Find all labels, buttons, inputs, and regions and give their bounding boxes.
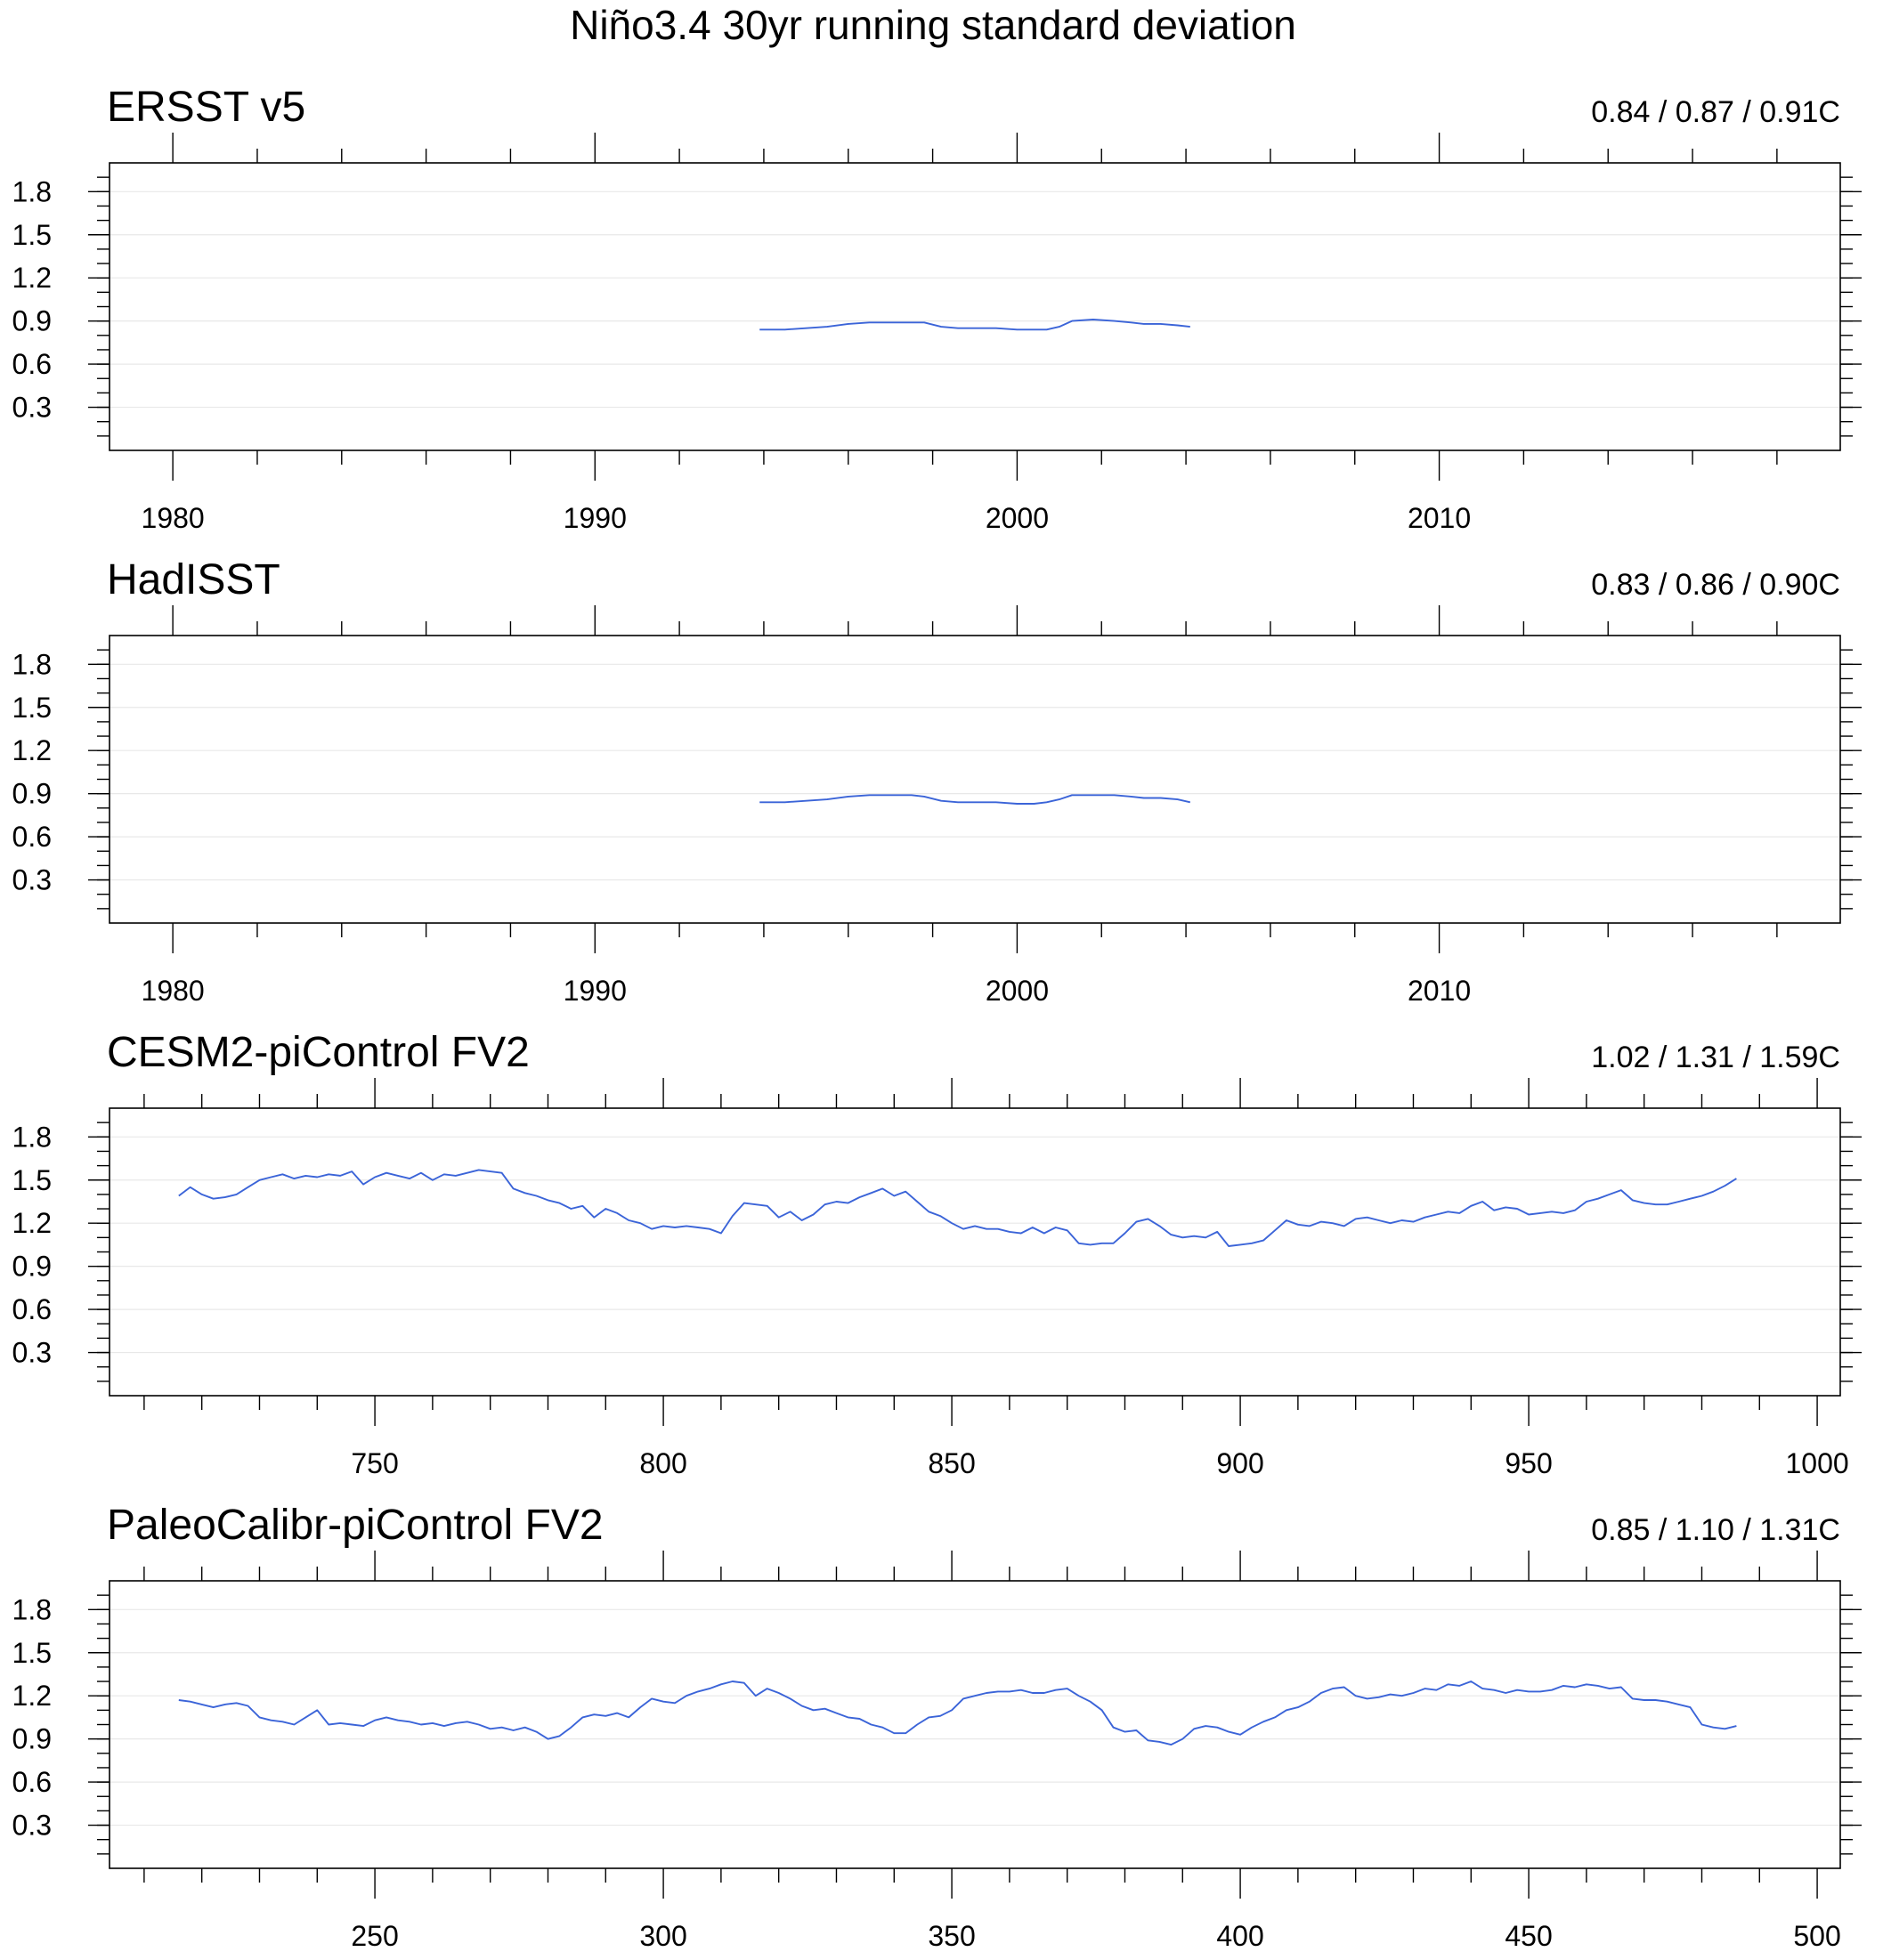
panels: ERSST v5 0.84 / 0.87 / 0.91C 0.3 0.6 0.9 1.2 1… — [12, 84, 1862, 1952]
y-tick-label: 1.5 — [12, 219, 52, 251]
x-tick-label: 2000 — [986, 975, 1049, 1007]
x-tick-label: 300 — [639, 1920, 686, 1952]
panel-stats: 0.84 / 0.87 / 0.91C — [1591, 95, 1840, 129]
plot-frame — [109, 1580, 1841, 1869]
y-tick-label: 1.8 — [12, 1593, 52, 1625]
chart-panel: PaleoCalibr-piControl FV2 0.85 / 1.10 / 1… — [12, 1502, 1862, 1952]
x-tick-label: 1980 — [142, 502, 205, 534]
x-tick-label: 1990 — [564, 502, 627, 534]
x-tick-label: 250 — [351, 1920, 398, 1952]
panel-title: PaleoCalibr-piControl FV2 — [107, 1502, 604, 1549]
figure-title: Niño3.4 30yr running standard deviation — [570, 2, 1296, 48]
x-tick-label: 950 — [1505, 1447, 1552, 1479]
y-tick-label: 1.8 — [12, 1121, 52, 1153]
y-tick-label: 1.5 — [12, 1637, 52, 1669]
x-tick-label: 850 — [928, 1447, 975, 1479]
x-tick-label: 2000 — [986, 502, 1049, 534]
y-tick-label: 1.2 — [12, 734, 52, 766]
y-tick-label: 0.9 — [12, 1723, 52, 1755]
series-line — [759, 794, 1191, 805]
y-tick-label: 0.3 — [12, 1337, 52, 1369]
x-tick-label: 800 — [639, 1447, 686, 1479]
x-tick-label: 2010 — [1408, 975, 1471, 1007]
panel-title: CESM2-piControl FV2 — [107, 1029, 530, 1076]
y-tick-label: 1.5 — [12, 1164, 52, 1196]
chart-panel: CESM2-piControl FV2 1.02 / 1.31 / 1.59C 0.… — [12, 1029, 1862, 1479]
x-tick-label: 1980 — [142, 975, 205, 1007]
y-tick-label: 1.2 — [12, 1207, 52, 1239]
x-tick-label: 450 — [1505, 1920, 1552, 1952]
panel-title: HadISST — [107, 556, 280, 603]
panel-stats: 1.02 / 1.31 / 1.59C — [1591, 1041, 1840, 1074]
chart-panel: HadISST 0.83 / 0.86 / 0.90C 0.3 0.6 0.9 1.2 1.… — [12, 556, 1862, 1007]
x-tick-label: 400 — [1216, 1920, 1263, 1952]
plot-frame — [109, 1107, 1841, 1397]
y-tick-label: 0.9 — [12, 305, 52, 337]
chart-panel: ERSST v5 0.84 / 0.87 / 0.91C 0.3 0.6 0.9 1.2 1… — [12, 84, 1862, 534]
panel-stats: 0.83 / 0.86 / 0.90C — [1591, 568, 1840, 602]
y-tick-label: 0.6 — [12, 821, 52, 853]
series-line — [759, 319, 1190, 331]
x-tick-label: 900 — [1216, 1447, 1263, 1479]
panel-stats: 0.85 / 1.10 / 1.31C — [1591, 1513, 1840, 1547]
series-line — [178, 1681, 1737, 1746]
y-tick-label: 0.3 — [12, 1810, 52, 1842]
y-tick-label: 1.5 — [12, 692, 52, 724]
plot-frame — [109, 635, 1841, 924]
y-tick-label: 1.8 — [12, 175, 52, 207]
y-tick-label: 0.6 — [12, 348, 52, 380]
series-line — [178, 1169, 1737, 1247]
x-tick-label: 500 — [1793, 1920, 1840, 1952]
y-tick-label: 1.2 — [12, 1680, 52, 1712]
y-tick-label: 0.6 — [12, 1293, 52, 1325]
y-tick-label: 0.9 — [12, 1251, 52, 1283]
y-tick-label: 0.3 — [12, 864, 52, 896]
y-tick-label: 1.8 — [12, 648, 52, 680]
x-tick-label: 350 — [928, 1920, 975, 1952]
y-tick-label: 0.9 — [12, 778, 52, 810]
y-tick-label: 0.3 — [12, 392, 52, 424]
x-tick-label: 1990 — [564, 975, 627, 1007]
x-tick-label: 750 — [351, 1447, 398, 1479]
panel-title: ERSST v5 — [107, 84, 305, 131]
y-tick-label: 0.6 — [12, 1766, 52, 1798]
x-tick-label: 1000 — [1785, 1447, 1848, 1479]
y-tick-label: 1.2 — [12, 262, 52, 294]
plot-frame — [109, 162, 1841, 451]
x-tick-label: 2010 — [1408, 502, 1471, 534]
